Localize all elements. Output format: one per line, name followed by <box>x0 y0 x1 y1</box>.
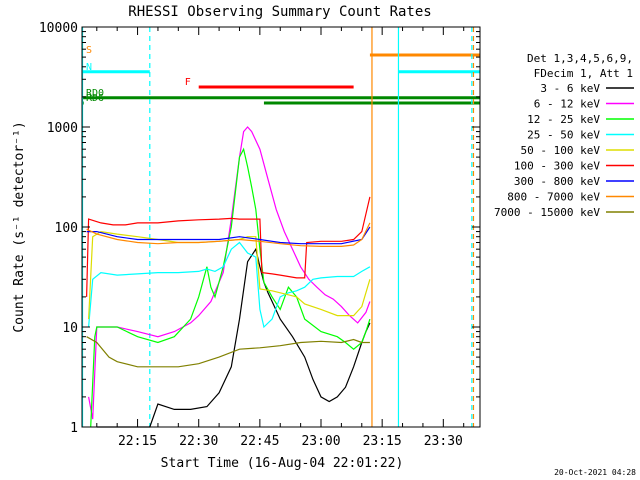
legend-label-100-300-kev: 100 - 300 keV <box>514 160 600 173</box>
series-line-800-7000-kev <box>86 222 371 247</box>
y-axis-label: Count Rate (s⁻¹ detector⁻¹) <box>12 121 27 332</box>
status-label-rd0: RD0 <box>86 88 104 99</box>
legend-label-25-50-kev: 25 - 50 keV <box>527 129 600 142</box>
chart-title: RHESSI Observing Summary Count Rates <box>128 4 431 20</box>
legend: Det 1,3,4,5,6,9, FDecim 1, Att 1 3 - 6 k… <box>494 52 634 219</box>
status-label-n: N <box>86 62 92 73</box>
series-line-3-6-kev <box>96 247 371 428</box>
series-line-25-50-kev <box>88 241 371 329</box>
y-tick-label-1: 1 <box>70 421 78 436</box>
legend-label-3-6-kev: 3 - 6 keV <box>540 82 600 95</box>
status-label-f: F <box>185 77 191 88</box>
series-line-100-300-kev <box>86 196 371 297</box>
legend-header-line-1: Det 1,3,4,5,6,9, <box>527 52 633 65</box>
x-tick-label-22-15: 22:15 <box>118 434 157 449</box>
y-tick-label-100: 100 <box>55 221 78 236</box>
series-line-300-800-kev <box>86 226 371 245</box>
status-label-s: S <box>86 45 92 56</box>
y-tick-label-10: 10 <box>62 321 78 336</box>
y-tick-label-1000: 1000 <box>47 121 78 136</box>
legend-label-12-25-kev: 12 - 25 keV <box>527 113 600 126</box>
legend-label-800-7000-kev: 800 - 7000 keV <box>507 191 600 204</box>
x-tick-label-23-00: 23:00 <box>301 434 340 449</box>
legend-header-line-2: FDecim 1, Att 1 <box>534 67 633 80</box>
series-line-6-12-kev <box>88 126 371 420</box>
series-line-12-25-kev <box>90 147 371 428</box>
x-tick-label-22-45: 22:45 <box>240 434 279 449</box>
legend-label-7000-15000-kev: 7000 - 15000 keV <box>494 206 600 219</box>
legend-label-6-12-kev: 6 - 12 keV <box>534 98 601 111</box>
x-tick-label-23-15: 23:15 <box>363 434 402 449</box>
timestamp: 20-Oct-2021 04:28 <box>554 468 636 477</box>
series-line-7000-15000-kev <box>86 336 370 368</box>
series-lines <box>86 126 371 428</box>
x-axis-label: Start Time (16-Aug-04 22:01:22) <box>161 456 404 471</box>
series-line-50-100-kev <box>88 230 371 320</box>
status-label-rd6: RD6 <box>86 93 104 104</box>
legend-label-300-800-kev: 300 - 800 keV <box>514 175 600 188</box>
legend-label-50-100-kev: 50 - 100 keV <box>521 144 601 157</box>
y-tick-label-10000: 10000 <box>39 21 78 36</box>
x-tick-label-23-30: 23:30 <box>424 434 463 449</box>
x-tick-label-22-30: 22:30 <box>179 434 218 449</box>
axis-ticks: 1 10 100 1000 10000 22:15 22:30 22:45 23:00 23:15… <box>39 21 480 449</box>
